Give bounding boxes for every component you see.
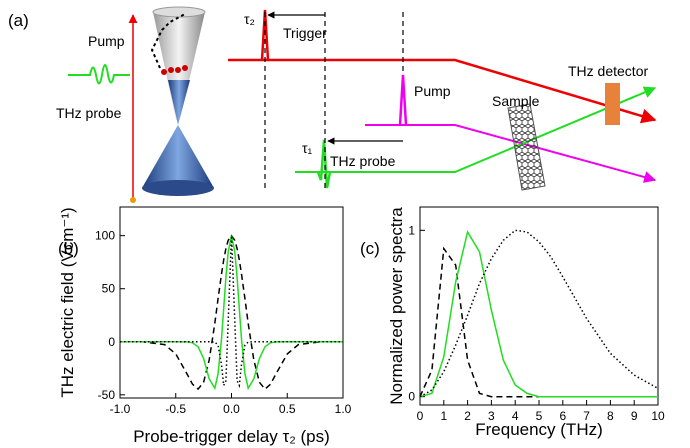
plot-frame: [419, 206, 659, 406]
label: THz probe: [330, 153, 396, 169]
sample: [507, 103, 546, 191]
cone-top: [152, 6, 206, 18]
x-tick-label: 0.5: [279, 402, 296, 416]
trigger-pulse: [260, 9, 270, 61]
series-line: [120, 235, 343, 391]
x-axis-label: Frequency (THz): [475, 420, 603, 439]
electron: [130, 197, 136, 203]
y-tick-label: 1: [408, 223, 415, 237]
x-tick-label: -0.5: [165, 402, 186, 416]
probe-pulse-right: [316, 139, 332, 189]
probe-pulse: [68, 64, 130, 85]
pump-pulse: [398, 74, 408, 126]
x-tick-label: 8: [607, 409, 614, 423]
upper-cone: [153, 12, 205, 120]
x-tick-label: 2: [464, 409, 471, 423]
x-tick-label: 3: [488, 409, 495, 423]
x-axis-label: Probe-trigger delay τ₂ (ps): [133, 427, 330, 446]
y-tick-label: 0: [408, 390, 415, 404]
series-line: [419, 230, 658, 398]
panel-label: (a): [8, 11, 29, 30]
y-axis-label: Normalized power spectra: [387, 207, 406, 405]
series-line: [120, 234, 343, 391]
x-tick-label: 7: [583, 409, 590, 423]
y-tick-label: 100: [95, 229, 115, 243]
detector: [605, 83, 620, 125]
label: THz detector: [568, 63, 648, 79]
y-tick-label: -50: [98, 388, 116, 402]
label: THz probe: [56, 105, 122, 121]
x-tick-label: 9: [631, 409, 638, 423]
label: τ₂: [244, 11, 255, 27]
label: τ₁: [302, 140, 313, 156]
panel-label: (b): [58, 239, 79, 258]
x-tick-label: 1.0: [335, 402, 352, 416]
diagram: (a) Pump THz probe τ₂ Trigger Pump Sampl…: [8, 6, 657, 203]
series-line: [419, 246, 658, 398]
x-tick-label: 0.0: [223, 402, 240, 416]
y-axis-label: THz electric field (Vcm⁻¹): [58, 207, 77, 397]
lower-cone: [142, 125, 214, 188]
x-tick-label: 4: [512, 409, 519, 423]
series-line: [120, 235, 343, 389]
pump-beam: [365, 124, 657, 183]
series-line: [419, 229, 659, 398]
cone-base: [142, 180, 214, 196]
probe-beam: [295, 86, 657, 173]
label: Pump: [88, 33, 125, 49]
y-tick-label: 50: [102, 282, 116, 296]
label: Pump: [414, 83, 451, 99]
y-tick-label: 0: [108, 335, 115, 349]
label: Trigger: [283, 25, 327, 41]
panel-label: (c): [360, 239, 380, 258]
electrons: [161, 65, 188, 75]
x-tick-label: 10: [651, 409, 665, 423]
x-tick-label: 1: [440, 409, 447, 423]
trigger-beam: [228, 58, 657, 124]
x-tick-label: 6: [559, 409, 566, 423]
delay-lines: [264, 12, 404, 190]
label: Sample: [492, 93, 540, 109]
upper-cone-fill: [168, 80, 190, 125]
x-tick-label: -1.0: [110, 402, 131, 416]
x-tick-label: 0: [417, 409, 424, 423]
x-tick-label: 5: [536, 409, 543, 423]
carrier-path: [150, 13, 186, 69]
